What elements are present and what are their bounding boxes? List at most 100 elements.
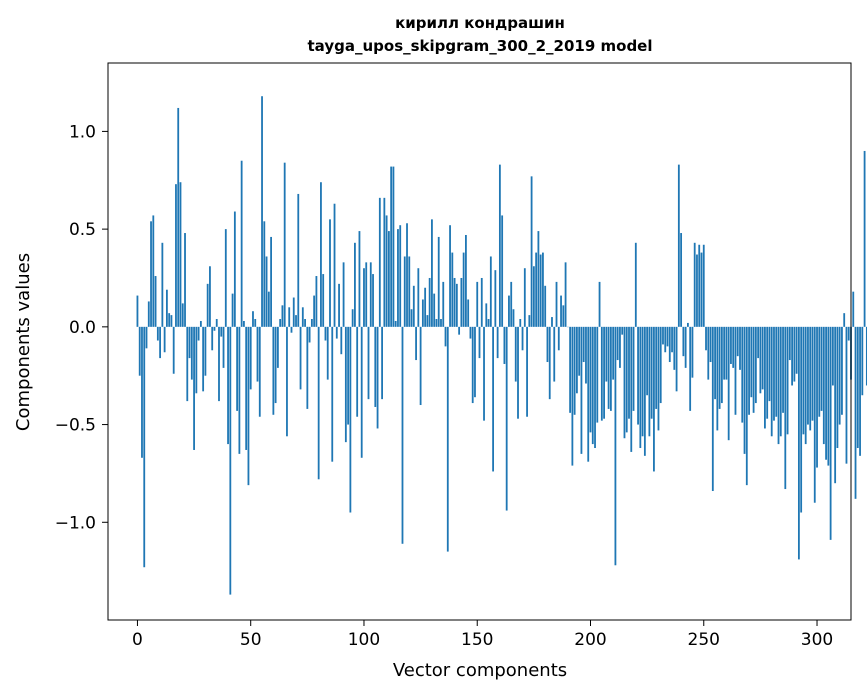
bar — [218, 326, 220, 402]
bar — [204, 326, 207, 376]
bar — [421, 299, 424, 327]
bar — [730, 326, 732, 364]
bar — [233, 211, 236, 327]
bar — [501, 215, 504, 327]
bar — [453, 277, 456, 327]
bar — [229, 326, 232, 595]
bar — [313, 295, 316, 327]
bar — [732, 326, 735, 368]
bar — [179, 182, 182, 327]
bar — [215, 319, 218, 327]
y-tick-label: 0.0 — [69, 318, 96, 338]
bar — [634, 242, 637, 327]
bar — [770, 326, 773, 437]
bar — [154, 276, 157, 327]
bar — [804, 326, 807, 445]
bar — [272, 326, 275, 415]
bar — [145, 326, 148, 349]
bar — [764, 326, 766, 429]
bars-group — [136, 96, 867, 595]
bar — [224, 229, 227, 327]
bar — [659, 326, 662, 404]
bar — [680, 233, 683, 327]
bar — [838, 326, 841, 425]
bar — [727, 326, 730, 441]
bar — [306, 326, 309, 409]
bar — [607, 326, 610, 409]
bar — [834, 326, 837, 484]
bar — [363, 268, 365, 327]
bar — [743, 326, 746, 454]
bar — [401, 326, 404, 544]
bar — [761, 326, 764, 390]
bar — [249, 326, 252, 390]
bar — [299, 326, 302, 390]
bar — [433, 293, 436, 327]
bar — [408, 256, 411, 327]
bar — [281, 305, 284, 327]
bar — [650, 326, 653, 419]
bar — [582, 326, 585, 363]
y-tick-label: −1.0 — [55, 513, 96, 533]
bar — [720, 326, 723, 404]
bar — [485, 303, 488, 327]
bar — [725, 326, 728, 380]
bar — [356, 326, 359, 417]
bar — [768, 326, 771, 402]
bar — [301, 307, 304, 327]
bar — [349, 326, 352, 513]
bar — [616, 326, 619, 361]
bar — [705, 326, 707, 351]
bar — [648, 326, 651, 437]
bar — [378, 197, 381, 327]
bar — [175, 184, 177, 327]
chart-subtitle: tayga_upos_skipgram_300_2_2019 model — [308, 37, 653, 55]
bar — [791, 326, 794, 386]
bar — [186, 326, 189, 402]
bar — [822, 326, 825, 445]
bar — [480, 277, 483, 327]
bar — [677, 164, 680, 327]
bar — [304, 319, 306, 327]
bar — [172, 326, 175, 374]
bar — [267, 291, 270, 327]
bar — [376, 326, 379, 429]
bar — [682, 326, 685, 357]
bar — [700, 252, 703, 327]
bar — [609, 326, 612, 411]
y-axis-ticks: −1.0 −0.5 0.0 0.5 1.0 — [55, 122, 108, 533]
bar — [811, 326, 814, 421]
x-tick-label: 250 — [688, 630, 720, 650]
bar — [519, 319, 522, 327]
bar — [394, 320, 397, 327]
bar — [845, 326, 848, 464]
bar — [372, 274, 374, 327]
bar — [240, 160, 243, 327]
bar — [827, 326, 830, 466]
bar — [734, 326, 737, 415]
bar — [709, 326, 712, 363]
bar — [605, 326, 608, 382]
bar — [270, 236, 272, 327]
bar — [528, 315, 531, 327]
bar — [338, 283, 340, 327]
bar — [854, 326, 857, 499]
bar — [211, 326, 214, 351]
bar — [773, 326, 775, 421]
bar — [779, 326, 782, 437]
bar — [643, 326, 646, 456]
bar — [544, 285, 547, 327]
bar — [331, 326, 334, 462]
bar — [759, 326, 762, 394]
bar — [657, 326, 660, 431]
bar — [517, 326, 519, 419]
bar — [252, 311, 254, 327]
bar — [150, 221, 152, 327]
bar — [585, 326, 587, 384]
bar — [555, 281, 558, 327]
bar — [403, 256, 406, 327]
bar — [483, 326, 485, 421]
bar — [222, 326, 225, 368]
bar — [775, 326, 778, 417]
